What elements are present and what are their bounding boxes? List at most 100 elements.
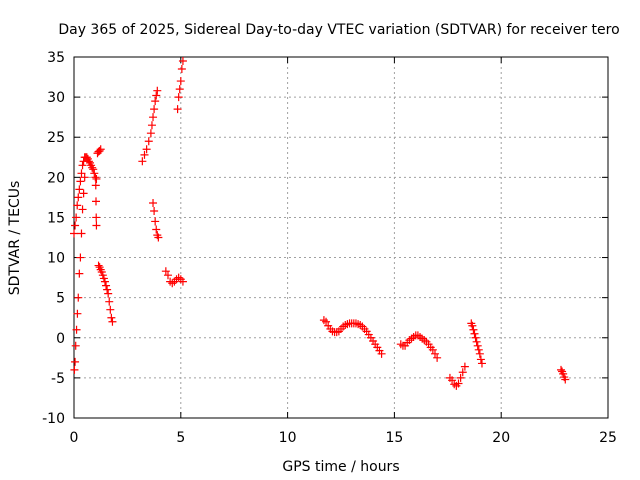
series-arc-1a (70, 153, 101, 238)
data-point (396, 340, 405, 349)
data-point (108, 317, 117, 326)
data-point (178, 57, 187, 66)
series-arc-1b (70, 173, 89, 374)
data-point (356, 320, 365, 329)
data-point (74, 293, 83, 302)
series-arc-10 (467, 319, 486, 368)
data-point (149, 113, 158, 122)
data-point (168, 279, 177, 288)
data-point (71, 357, 80, 366)
data-point (174, 93, 183, 102)
data-point (76, 177, 85, 186)
x-tick-label: 20 (492, 430, 510, 446)
data-point (176, 77, 185, 86)
data-point (73, 309, 82, 318)
data-point (448, 376, 457, 385)
y-tick-label: 5 (56, 291, 65, 307)
data-point (146, 129, 155, 138)
data-point (73, 201, 82, 210)
data-point (144, 137, 153, 146)
data-point (151, 217, 160, 226)
y-tick-label: 35 (47, 50, 65, 66)
data-point (79, 189, 88, 198)
y-tick-label: 25 (47, 130, 65, 146)
data-point (178, 277, 187, 286)
data-point (104, 289, 113, 298)
data-point (154, 233, 163, 242)
data-point (105, 297, 114, 306)
series-arc-7 (319, 316, 386, 358)
data-point (474, 345, 483, 354)
data-point (471, 333, 480, 342)
data-point (91, 181, 100, 190)
x-tick-label: 5 (176, 430, 185, 446)
data-point (150, 105, 159, 114)
data-point (94, 261, 103, 270)
data-point (454, 379, 463, 388)
data-point (76, 253, 85, 262)
data-point (75, 269, 84, 278)
series-arc-1d (93, 145, 105, 158)
series-arc-11 (557, 365, 570, 384)
data-point (71, 221, 80, 230)
y-tick-labels: -10 -5 0 5 10 15 20 25 30 35 (42, 50, 65, 427)
data-point (70, 229, 78, 238)
y-tick-label: -10 (42, 411, 65, 427)
series-arc-4 (149, 199, 163, 242)
data-point (88, 163, 97, 172)
y-tick-label: 10 (47, 251, 65, 267)
y-tick-label: 30 (47, 90, 65, 106)
data-point (142, 145, 151, 154)
data-point (428, 345, 437, 354)
x-tick-labels: 0 5 10 15 20 25 (70, 430, 617, 446)
data-point (469, 325, 478, 334)
data-point (140, 150, 149, 159)
data-point (460, 362, 469, 371)
data-point (92, 197, 101, 206)
data-point (102, 281, 111, 290)
data-point (430, 349, 439, 358)
data-point (319, 316, 328, 325)
plot-frame (73, 56, 609, 419)
x-tick-label: 0 (70, 430, 79, 446)
data-point (152, 91, 161, 100)
data-point (377, 349, 386, 358)
data-point (96, 145, 105, 154)
data-point (92, 174, 101, 183)
series-arc-1c (91, 181, 101, 230)
data-point (150, 207, 159, 216)
x-tick-label: 25 (599, 430, 617, 446)
data-point (78, 161, 87, 170)
series-arc-6 (173, 57, 187, 114)
data-point (138, 157, 147, 166)
x-tick-label: 10 (279, 430, 297, 446)
data-point (71, 341, 80, 350)
data-point (177, 65, 186, 74)
data-point (77, 229, 86, 238)
data-point (74, 193, 83, 202)
data-point (153, 86, 162, 95)
data-point (78, 205, 87, 214)
grid (74, 57, 608, 418)
data-point (106, 305, 115, 314)
chart-title: Day 365 of 2025, Sidereal Day-to-day VTE… (58, 22, 619, 38)
x-axis-label: GPS time / hours (282, 459, 399, 475)
data-point (152, 225, 161, 234)
data-point (163, 271, 172, 280)
data-point (341, 320, 350, 329)
axis-ticks (73, 56, 609, 419)
y-tick-label: 0 (56, 331, 65, 347)
data-point (450, 380, 459, 389)
data-point (90, 169, 99, 178)
data-point (151, 97, 160, 106)
y-tick-label: 15 (47, 210, 65, 226)
data-point (100, 277, 109, 286)
series-arc-2 (94, 261, 117, 326)
y-axis-label: SDTVAR / TECUs (7, 181, 23, 296)
data-point (470, 329, 479, 338)
data-point (92, 213, 101, 222)
data-point (147, 121, 156, 130)
data-point (149, 199, 158, 208)
x-tick-label: 15 (385, 430, 403, 446)
data-point (557, 365, 566, 374)
